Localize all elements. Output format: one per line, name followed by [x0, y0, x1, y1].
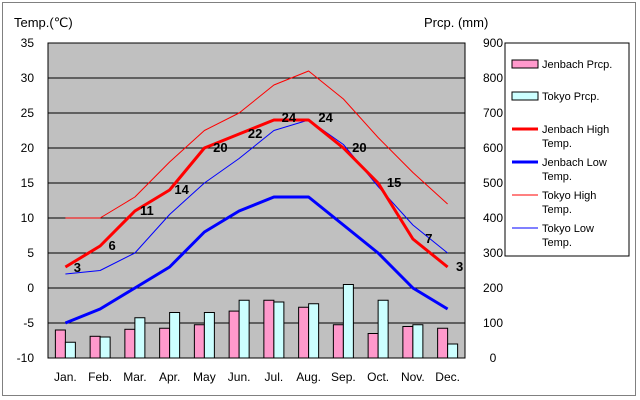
- right-tick-label: 600: [483, 141, 503, 155]
- left-axis-title: Temp.(℃): [14, 15, 73, 30]
- tokyo-prcp-bar: [134, 317, 146, 359]
- jenbach-prcp-bar: [402, 326, 414, 359]
- left-tick-label: 5: [27, 246, 34, 260]
- tokyo-prcp-bar: [64, 341, 76, 359]
- x-tick-label: Jan.: [54, 370, 77, 384]
- tokyo-prcp-bar: [447, 343, 459, 359]
- jenbach-high-data-label: 24: [318, 110, 333, 125]
- jenbach-prcp-bar: [193, 324, 205, 359]
- x-tick-label: Oct.: [367, 370, 389, 384]
- plot-area: [47, 42, 466, 359]
- right-tick-label: 900: [483, 36, 503, 50]
- tokyo-prcp-bar: [342, 284, 354, 359]
- jenbach-prcp-bar: [124, 328, 136, 359]
- tokyo-prcp-bar: [308, 303, 320, 359]
- x-tick-label: Nov.: [401, 370, 425, 384]
- right-tick-label: 800: [483, 71, 503, 85]
- jenbach-high-data-label: 20: [352, 140, 366, 155]
- right-tick-label: 500: [483, 176, 503, 190]
- jenbach-prcp-bar: [298, 306, 310, 359]
- x-tick-label: Aug.: [296, 370, 321, 384]
- jenbach-high-data-label: 3: [74, 260, 81, 275]
- left-tick-label: 25: [21, 106, 35, 120]
- tokyo-high-line: [65, 70, 448, 219]
- jenbach-low-line: [64, 195, 449, 325]
- jenbach-prcp-bar: [263, 299, 275, 359]
- precipitation-bars: [54, 284, 459, 359]
- legend-label: Jenbach High Temp.: [542, 124, 609, 150]
- tokyo-prcp-bar: [169, 312, 181, 359]
- legend-swatch: [511, 59, 539, 69]
- left-tick-label: 0: [27, 281, 34, 295]
- x-tick-label: Mar.: [123, 370, 146, 384]
- legend-label: Tokyo High Temp.: [542, 190, 596, 216]
- tokyo-prcp-bar: [412, 324, 424, 359]
- left-tick-label: 35: [21, 36, 35, 50]
- jenbach-prcp-bar: [332, 324, 344, 359]
- left-tick-label: -5: [23, 316, 34, 330]
- jenbach-prcp-bar: [228, 310, 240, 359]
- axes: Temp.(℃) Prcp. (mm) 35302520151050-5-109…: [14, 15, 503, 384]
- jenbach-high-data-label: 22: [248, 126, 262, 141]
- x-tick-label: Jul.: [265, 370, 284, 384]
- right-tick-label: 700: [483, 106, 503, 120]
- legend-label: Tokyo Prcp.: [542, 91, 599, 103]
- jenbach-high-data-label: 15: [387, 175, 401, 190]
- jenbach-prcp-bar: [437, 327, 449, 359]
- legend-label: Tokyo Low Temp.: [542, 223, 594, 249]
- jenbach-high-data-label: 11: [140, 203, 154, 218]
- legend-box: [504, 42, 630, 257]
- jenbach-high-data-label: 3: [456, 259, 463, 274]
- jenbach-prcp-bar: [367, 333, 379, 359]
- tokyo-prcp-bar: [99, 336, 111, 359]
- tokyo-prcp-bar: [238, 299, 250, 359]
- legend: Jenbach Prcp. Tokyo Prcp. Jenbach High Temp…: [504, 42, 630, 257]
- left-tick-label: 10: [21, 211, 35, 225]
- legend-label: Jenbach Low Temp.: [542, 157, 607, 183]
- jenbach-high-data-label: 24: [282, 110, 297, 125]
- right-tick-label: 200: [483, 281, 503, 295]
- temperature-lines: [64, 70, 449, 325]
- left-tick-label: -10: [17, 351, 35, 365]
- right-tick-label: 100: [483, 316, 503, 330]
- x-tick-label: Sep.: [331, 370, 356, 384]
- right-axis-title: Prcp. (mm): [424, 15, 488, 30]
- jenbach-high-line: [64, 118, 449, 269]
- legend-label: Jenbach Prcp.: [542, 59, 612, 71]
- right-tick-label: 0: [490, 351, 497, 365]
- left-tick-label: 20: [21, 141, 35, 155]
- x-tick-label: Feb.: [88, 370, 112, 384]
- x-tick-label: Jun.: [228, 370, 251, 384]
- right-tick-label: 400: [483, 211, 503, 225]
- plot-background: [47, 42, 466, 359]
- jenbach-prcp-bar: [54, 329, 66, 359]
- legend-swatch: [511, 91, 539, 101]
- tokyo-prcp-bar: [377, 299, 389, 359]
- data-labels: 3 6 11 14 20 22 24 24 20 15 7 3: [74, 110, 463, 275]
- tokyo-prcp-bar: [203, 312, 215, 359]
- left-tick-label: 15: [21, 176, 35, 190]
- jenbach-high-data-label: 7: [425, 231, 432, 246]
- jenbach-prcp-bar: [89, 335, 101, 359]
- tokyo-prcp-bar: [273, 301, 285, 359]
- x-tick-label: May: [193, 370, 216, 384]
- x-tick-label: Dec.: [435, 370, 460, 384]
- x-tick-label: Apr.: [159, 370, 180, 384]
- left-tick-label: 30: [21, 71, 35, 85]
- jenbach-high-data-label: 14: [174, 182, 189, 197]
- jenbach-high-data-label: 6: [109, 238, 116, 253]
- jenbach-prcp-bar: [159, 327, 171, 359]
- jenbach-high-data-label: 20: [213, 140, 227, 155]
- right-tick-label: 300: [483, 246, 503, 260]
